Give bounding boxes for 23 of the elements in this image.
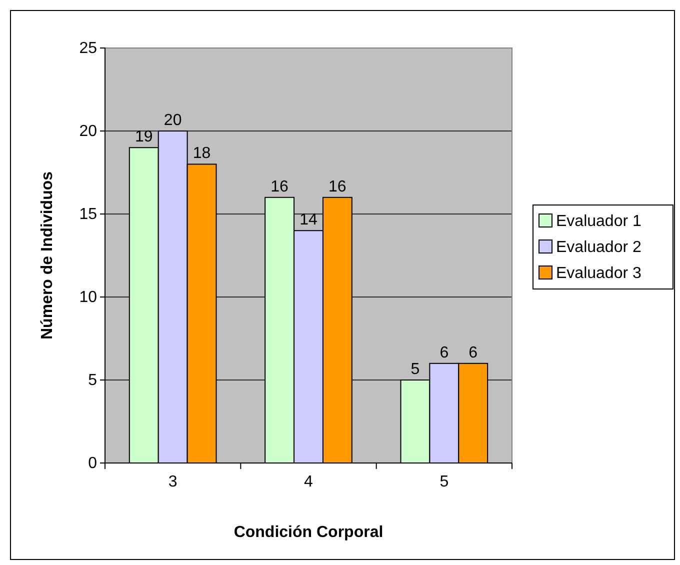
data-label: 16 — [270, 178, 289, 196]
x-tick-label: 3 — [168, 473, 178, 490]
data-label: 18 — [192, 145, 211, 162]
data-label: 6 — [468, 344, 478, 362]
y-axis-title: Número de Individuos — [39, 171, 56, 340]
legend-label: Evaluador 1 — [556, 213, 642, 230]
y-tick-label: 5 — [88, 372, 98, 390]
data-label: 6 — [440, 344, 449, 362]
x-axis-title: Condición Corporal — [234, 524, 384, 541]
y-tick-label: 20 — [79, 123, 98, 140]
data-label: 5 — [410, 361, 420, 378]
y-tick-label: 25 — [79, 40, 98, 58]
y-tick-label: 15 — [79, 206, 98, 224]
x-tick-label: 4 — [304, 473, 314, 490]
x-tick-label: 5 — [440, 473, 449, 490]
y-tick-label: 10 — [79, 289, 98, 306]
data-label: 20 — [164, 112, 182, 129]
data-label: 16 — [328, 178, 346, 196]
y-tick-label: 0 — [88, 455, 98, 472]
legend-label: Evaluador 3 — [556, 265, 642, 282]
data-label: 14 — [300, 212, 318, 229]
legend-label: Evaluador 2 — [556, 239, 642, 256]
data-label: 19 — [134, 128, 153, 146]
